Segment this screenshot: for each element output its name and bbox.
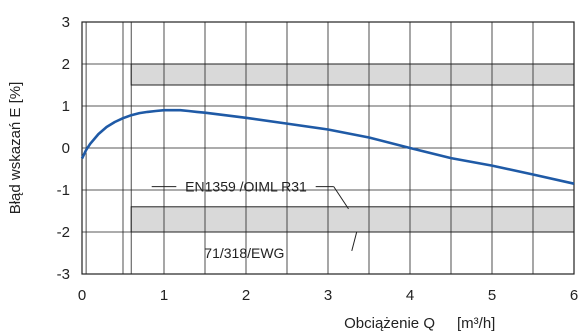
annotation-pointer: [351, 231, 358, 252]
y-tick-label: 0: [62, 140, 70, 157]
y-tick-label: 2: [62, 56, 70, 73]
annotation-ewg: 71/318/EWG: [204, 245, 284, 261]
error-curve-line: [80, 108, 575, 185]
x-tick-label: 0: [78, 287, 86, 304]
x-tick-label: 4: [406, 287, 414, 304]
tolerance-band-2: [130, 206, 575, 233]
y-tick-label: 1: [62, 98, 70, 115]
x-tick-label: 2: [242, 287, 250, 304]
x-axis-unit: [m³/h]: [457, 315, 495, 332]
y-tick-label: -3: [57, 266, 70, 283]
x-tick-label: 1: [160, 287, 168, 304]
grid: [82, 22, 574, 274]
x-tick-label: 3: [324, 287, 332, 304]
series: [80, 108, 575, 185]
plot-frame: [81, 21, 575, 275]
tick-labels: 0 1 2 3 4 5 6 3 2 1 0 -1 -2 -3: [57, 14, 579, 304]
y-axis-label: Błąd wskazań E [%]: [7, 82, 24, 215]
x-tick-label: 5: [488, 287, 496, 304]
x-axis-label: Obciążenie Q: [344, 315, 435, 332]
annotation-pointer: [333, 186, 349, 210]
tolerance-band-1: [130, 63, 575, 86]
annotation-en1359: EN1359 /OIML R31: [185, 179, 307, 195]
x-tick-label: 6: [570, 287, 578, 304]
y-tick-label: -2: [57, 224, 70, 241]
annotations: EN1359 /OIML R31 71/318/EWG: [151, 179, 358, 261]
y-tick-label: 3: [62, 14, 70, 31]
y-tick-label: -1: [57, 182, 70, 199]
